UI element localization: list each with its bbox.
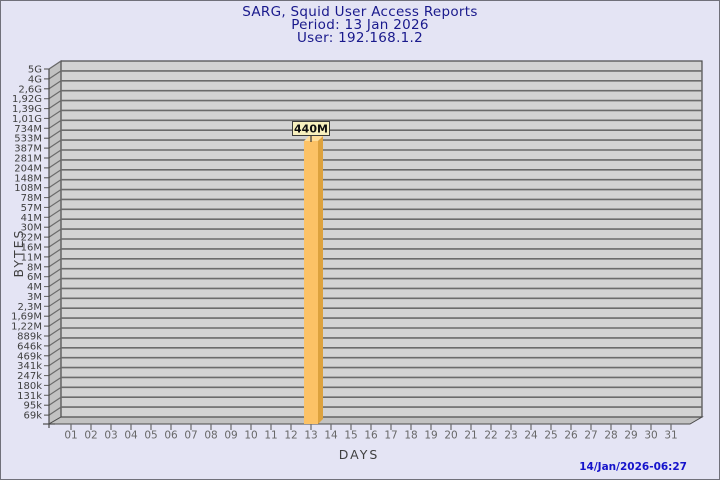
x-axis-day-label: 23 xyxy=(504,430,517,442)
y-axis-tick-label: 69k xyxy=(23,411,42,422)
x-axis-day-label: 02 xyxy=(84,430,97,442)
y-axis-tick-label: 734M xyxy=(14,124,42,135)
y-axis-tick-label: 1,39G xyxy=(12,104,42,115)
y-axis-tick-label: 889k xyxy=(17,332,42,343)
x-axis-day-label: 12 xyxy=(284,430,297,442)
chart-generated-layers: 5G4G2,6G1,92G1,39G1,01G734M533M387M281M2… xyxy=(11,60,704,442)
y-axis-tick-label: 41M xyxy=(21,213,42,224)
y-axis-tick-label: 30M xyxy=(21,223,42,234)
x-axis-day-label: 24 xyxy=(524,430,538,442)
y-axis-tick-label: 1,69M xyxy=(11,312,42,323)
x-axis-day-label: 18 xyxy=(404,430,417,442)
x-axis-day-label: 08 xyxy=(204,430,217,442)
x-axis-day-label: 29 xyxy=(624,430,637,442)
x-axis-day-label: 28 xyxy=(604,430,617,442)
x-axis-day-label: 06 xyxy=(164,430,178,442)
report-user: User: 192.168.1.2 xyxy=(296,29,424,46)
y-axis-tick-label: 247k xyxy=(17,371,42,382)
y-axis-tick-label: 78M xyxy=(21,193,42,204)
y-axis-tick-label: 5G xyxy=(28,65,42,76)
x-axis-day-label: 15 xyxy=(344,430,357,442)
y-axis-tick-label: 6M xyxy=(27,272,42,283)
y-axis-tick-label: 4M xyxy=(27,282,42,293)
report-header: SARG, Squid User Access Reports Period: … xyxy=(1,4,719,46)
x-axis-day-label: 31 xyxy=(664,430,677,442)
y-axis-tick-label: 281M xyxy=(14,154,42,165)
x-axis-day-label: 17 xyxy=(384,430,397,442)
x-axis-day-label: 07 xyxy=(184,430,197,442)
x-axis-day-label: 21 xyxy=(464,430,477,442)
y-axis-tick-label: 131k xyxy=(17,391,42,402)
x-axis-day-label: 26 xyxy=(564,430,578,442)
floor xyxy=(47,416,704,425)
x-axis-day-label: 04 xyxy=(124,430,138,442)
y-axis-tick-label: 387M xyxy=(14,144,42,155)
generation-timestamp: 14/Jan/2026-06:27 xyxy=(579,461,687,473)
y-axis-tick-label: 341k xyxy=(17,361,42,372)
x-axis-day-label: 25 xyxy=(544,430,557,442)
y-axis-tick-label: 57M xyxy=(21,203,42,214)
y-axis-tick-label: 4G xyxy=(28,74,42,85)
y-axis-tick-label: 646k xyxy=(17,341,42,352)
x-axis-day-label: 14 xyxy=(324,430,338,442)
y-axis-tick-label: 22M xyxy=(21,233,42,244)
x-axis-day-label: 09 xyxy=(224,430,237,442)
x-axis-day-label: 22 xyxy=(484,430,497,442)
y-axis-tick-label: 8M xyxy=(27,262,42,273)
y-axis-tick-label: 204M xyxy=(14,163,42,174)
usage-bar xyxy=(304,141,318,424)
x-axis-day-label: 16 xyxy=(364,430,378,442)
x-axis-day-label: 11 xyxy=(264,430,277,442)
y-axis-tick-label: 1,92G xyxy=(12,94,42,105)
y-axis-tick-label: 1,01G xyxy=(12,114,42,125)
report-period: Period: 13 Jan 2026 xyxy=(291,16,429,33)
x-axis-day-label: 20 xyxy=(444,430,457,442)
y-axis-tick-label: 2,3M xyxy=(17,302,42,313)
y-axis-tick-label: 180k xyxy=(17,381,42,392)
usage-bar-side xyxy=(318,136,323,424)
x-axis-day-label: 30 xyxy=(644,430,657,442)
bar-value-label: 440M xyxy=(294,123,328,136)
y-axis-tick-label: 108M xyxy=(14,183,42,194)
y-axis-tick-label: 16M xyxy=(21,243,42,254)
y-axis-tick-label: 148M xyxy=(14,173,42,184)
x-axis-day-label: 05 xyxy=(144,430,157,442)
x-axis-day-label: 13 xyxy=(304,430,317,442)
y-axis-tick-label: 533M xyxy=(14,134,42,145)
y-axis-tick-label: 469k xyxy=(17,351,42,362)
report-title: SARG, Squid User Access Reports xyxy=(242,4,478,20)
y-axis-title: BYTES xyxy=(11,229,26,278)
x-axis-day-label: 10 xyxy=(244,430,257,442)
x-axis-day-label: 27 xyxy=(584,430,597,442)
x-axis-day-label: 03 xyxy=(104,430,117,442)
x-axis-title: DAYS xyxy=(339,447,380,462)
usage-bar-top xyxy=(304,136,323,141)
bar-value-label-box xyxy=(292,121,330,136)
y-axis-tick-label: 2,6G xyxy=(18,84,42,95)
x-axis-day-label: 01 xyxy=(64,430,77,442)
y-axis-tick-label: 95k xyxy=(23,401,42,412)
y-axis-tick-label: 11M xyxy=(21,252,42,263)
y-axis-tick-label: 3M xyxy=(27,292,42,303)
x-axis-day-label: 19 xyxy=(424,430,437,442)
y-axis-tick-label: 1,22M xyxy=(11,322,42,333)
